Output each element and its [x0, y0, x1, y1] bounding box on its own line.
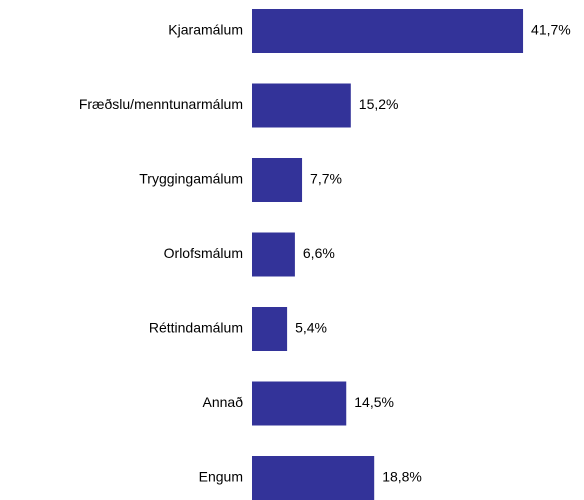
value-label: 7,7%	[310, 171, 342, 187]
bar	[252, 9, 524, 53]
category-label: Fræðslu/menntunarmálum	[79, 96, 243, 112]
value-label: 18,8%	[382, 469, 422, 485]
value-label: 6,6%	[303, 245, 335, 261]
bar	[252, 307, 288, 351]
value-label: 41,7%	[531, 22, 571, 38]
bar	[252, 381, 347, 426]
value-label: 14,5%	[354, 394, 394, 410]
value-label: 15,2%	[359, 96, 399, 112]
bar	[252, 232, 295, 277]
category-label: Annað	[203, 394, 244, 410]
category-label: Engum	[199, 469, 243, 485]
category-label: Kjaramálum	[168, 22, 243, 38]
value-label: 5,4%	[295, 320, 327, 336]
bar	[252, 158, 303, 202]
bar	[252, 83, 351, 128]
category-label: Réttindamálum	[149, 320, 243, 336]
bar	[252, 456, 375, 500]
category-label: Orlofsmálum	[164, 245, 243, 261]
category-label: Tryggingamálum	[139, 171, 243, 187]
